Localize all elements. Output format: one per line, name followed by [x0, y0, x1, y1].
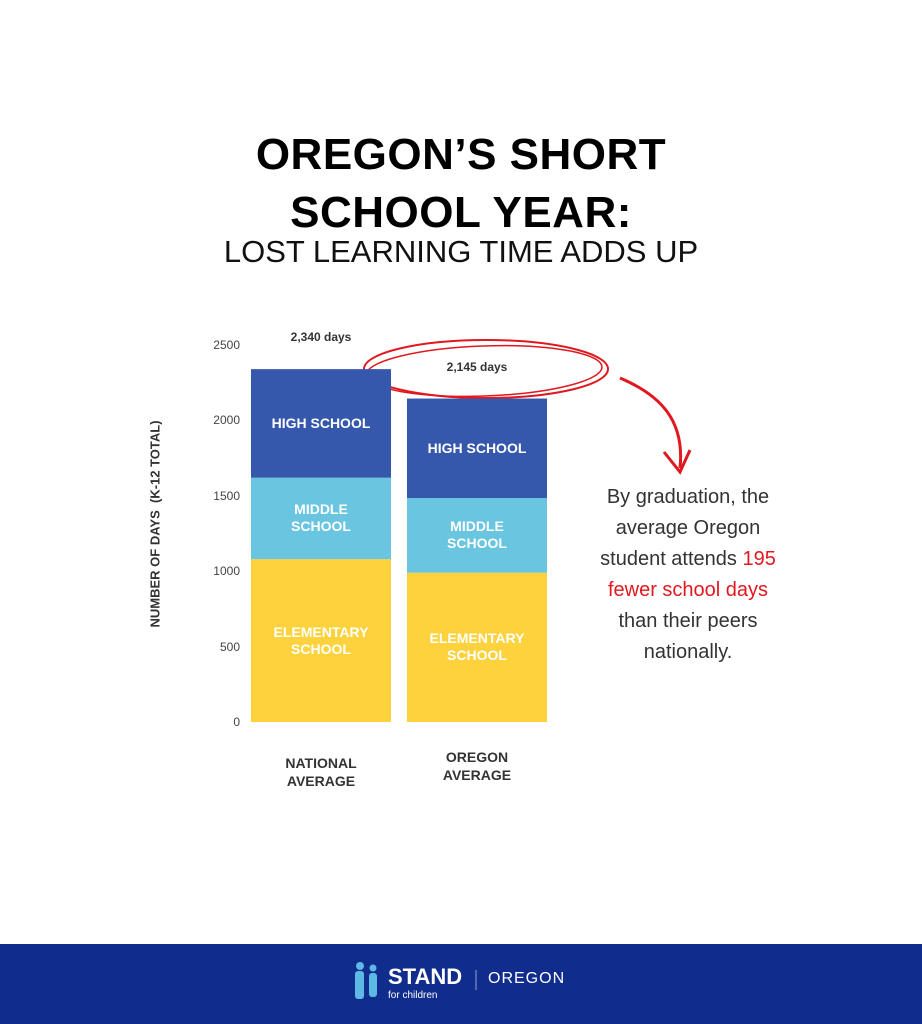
logo-figures [355, 962, 377, 999]
y-tick-label: 500 [219, 639, 240, 654]
y-axis-label: NUMBER OF DAYS (K-12 TOTAL) [147, 420, 163, 628]
bar-segment [251, 477, 391, 560]
y-tick-label: 0 [233, 715, 240, 729]
y-tick-label: 1000 [213, 564, 240, 579]
x-tick-label: OREGON AVERAGE [442, 749, 512, 783]
annotation-highlight: 195 fewer school days [607, 548, 776, 601]
footer-tagline: for children [388, 990, 438, 1001]
annotation-text: than their peers nationally. [618, 610, 758, 663]
segment-label: ELEMENTARY SCHOOL [273, 623, 369, 657]
annotation-text: By graduation, the average Oregon studen… [600, 486, 770, 570]
bar-segment [251, 369, 391, 478]
y-tick-label: 2000 [213, 413, 240, 428]
bar-segment [407, 398, 547, 499]
segment-label: MIDDLE SCHOOL [291, 501, 351, 535]
bar-segment [407, 572, 547, 722]
footer-region: OREGON [488, 970, 566, 987]
highlight-circle [363, 339, 609, 399]
title: OREGON’S SHORT SCHOOL YEAR: [255, 130, 667, 237]
y-tick-label: 2500 [213, 338, 240, 352]
segment-label: HIGH SCHOOL [427, 439, 527, 456]
segment-label: MIDDLE SCHOOL [447, 518, 507, 552]
bar-segment [407, 498, 547, 573]
footer-band [0, 944, 922, 1024]
x-tick-label: NATIONAL AVERAGE [285, 755, 357, 789]
total-label: 2,145 days [446, 359, 508, 374]
bar-segment [251, 559, 391, 722]
segment-label: HIGH SCHOOL [271, 414, 371, 431]
annotation: By graduation, the average Oregon studen… [588, 482, 788, 668]
y-tick-label: 1500 [213, 488, 240, 503]
segment-label: ELEMENTARY SCHOOL [429, 630, 525, 664]
arrow [619, 376, 683, 469]
total-label: 2,340 days [290, 330, 352, 345]
arrow-head [662, 449, 692, 475]
footer-brand: STAND [388, 964, 463, 989]
subtitle: LOST LEARNING TIME ADDS UP [223, 234, 699, 269]
